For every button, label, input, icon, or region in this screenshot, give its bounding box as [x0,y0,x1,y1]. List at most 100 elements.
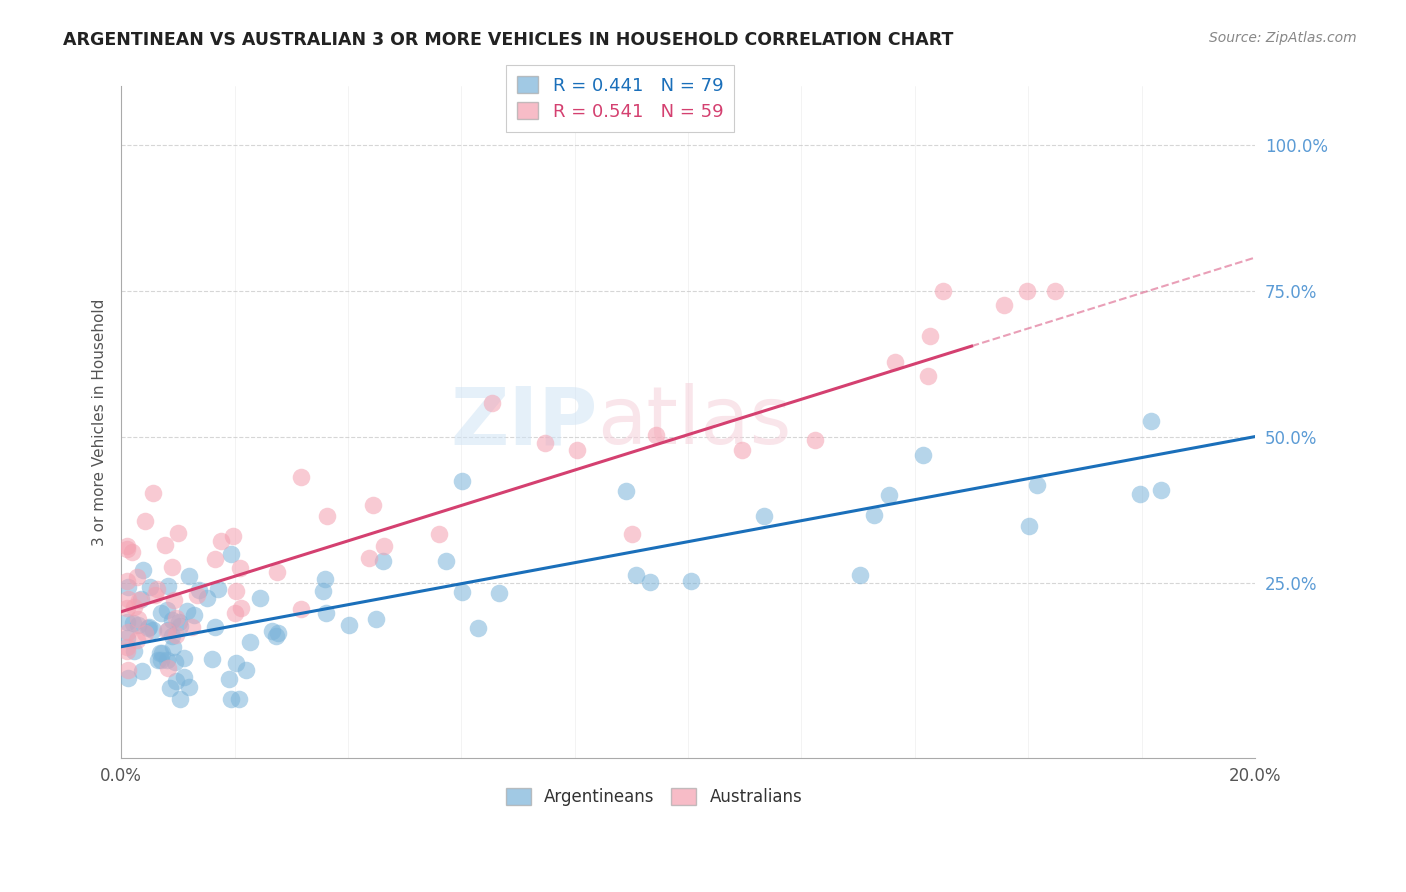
Point [176,604,198,618]
Point [222,529,245,543]
Point [115,574,138,588]
Point [156,624,179,638]
Point [146,582,169,597]
Point [134,514,156,528]
Point [132,563,155,577]
Point [912,448,935,462]
Point [150,647,173,661]
Point [1140,414,1163,428]
Point [169,619,191,633]
Point [157,580,180,594]
Point [229,601,252,615]
Point [315,509,337,524]
Point [803,433,825,447]
Point [122,615,145,630]
Point [467,622,489,636]
Point [315,607,337,621]
Point [290,469,312,483]
Point [731,442,754,457]
Point [920,328,942,343]
Point [122,644,145,658]
Point [225,583,247,598]
Point [136,621,159,635]
Text: Source: ZipAtlas.com: Source: ZipAtlas.com [1209,31,1357,45]
Point [167,615,190,629]
Point [752,509,775,524]
Point [167,525,190,540]
Point [1129,487,1152,501]
Point [115,644,138,658]
Point [179,569,201,583]
Point [624,567,647,582]
Point [1018,519,1040,533]
Point [225,656,247,670]
Point [160,560,183,574]
Point [266,565,288,579]
Point [127,618,149,632]
Point [481,396,503,410]
Point [186,588,208,602]
Point [134,626,156,640]
Point [450,585,472,599]
Point [993,298,1015,312]
Point [165,674,187,689]
Point [204,620,226,634]
Point [122,599,145,614]
Point [115,640,138,655]
Point [681,574,703,589]
Point [290,601,312,615]
Point [373,553,395,567]
Point [115,631,138,645]
Point [115,542,138,557]
Point [1015,284,1038,298]
Point [117,671,139,685]
Point [145,588,167,602]
Point [127,612,149,626]
Point [1043,284,1066,298]
Point [138,620,160,634]
Point [209,534,232,549]
Point [148,652,170,666]
Point [488,586,510,600]
Y-axis label: 3 or more Vehicles in Household: 3 or more Vehicles in Household [93,298,107,546]
Point [117,624,139,639]
Point [204,552,226,566]
Point [183,608,205,623]
Point [195,591,218,605]
Point [162,613,184,627]
Point [1150,483,1173,497]
Point [533,436,555,450]
Point [127,633,149,648]
Point [129,592,152,607]
Point [115,601,138,615]
Point [644,428,666,442]
Point [142,485,165,500]
Point [149,606,172,620]
Point [849,568,872,582]
Point [219,547,242,561]
Point [249,591,271,605]
Point [162,629,184,643]
Point [142,624,165,638]
Point [565,443,588,458]
Point [932,284,955,298]
Point [156,623,179,637]
Point [228,692,250,706]
Point [163,593,186,607]
Point [314,572,336,586]
Point [201,652,224,666]
Point [121,545,143,559]
Point [159,681,181,695]
Text: ARGENTINEAN VS AUSTRALIAN 3 OR MORE VEHICLES IN HOUSEHOLD CORRELATION CHART: ARGENTINEAN VS AUSTRALIAN 3 OR MORE VEHI… [63,31,953,49]
Point [267,625,290,640]
Legend: Argentineans, Australians: Argentineans, Australians [499,781,808,814]
Point [239,635,262,649]
Point [163,655,186,669]
Point [264,629,287,643]
Point [165,627,187,641]
Point [117,581,139,595]
Point [207,582,229,597]
Point [877,488,900,502]
Point [165,611,187,625]
Point [863,508,886,523]
